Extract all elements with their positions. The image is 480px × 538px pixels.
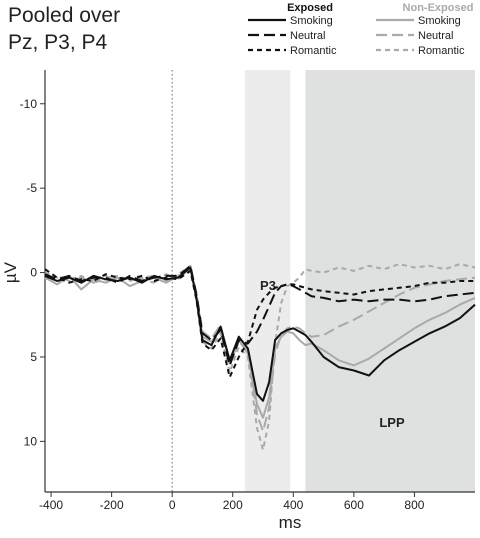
legend-item-label: Smoking (418, 15, 461, 27)
window-p3-region (244, 70, 291, 492)
y-tick-label: -5 (26, 181, 37, 195)
legend-item-label: Neutral (290, 30, 325, 42)
legend-item-label: Romantic (290, 45, 337, 57)
legend-item-label: Romantic (418, 45, 465, 57)
legend-item-label: Neutral (418, 30, 453, 42)
x-tick-label: 0 (169, 498, 176, 512)
y-tick-label: 0 (30, 266, 37, 280)
y-tick-label: 10 (24, 434, 38, 448)
series-line-exposed-romantic (44, 268, 475, 379)
legend-group-title: Non-Exposed (403, 2, 474, 14)
y-tick-label: -10 (20, 97, 38, 111)
legend-item-label: Smoking (290, 15, 333, 27)
legend-group-title: Exposed (287, 2, 333, 14)
x-tick-label: 800 (404, 498, 424, 512)
x-tick-label: -400 (39, 498, 63, 512)
y-tick-label: 5 (30, 350, 37, 364)
series-line-exposed-neutral (44, 264, 476, 367)
x-tick-label: 600 (344, 498, 364, 512)
x-tick-label: 400 (283, 498, 303, 512)
window-label-lpp: LPP (379, 415, 405, 430)
title-line-2: Pz, P3, P4 (8, 31, 108, 54)
x-tick-label: -200 (100, 498, 124, 512)
x-tick-label: 200 (223, 498, 243, 512)
series-line-non-exposed-smoking (44, 268, 476, 419)
window-label-p3: P3 (260, 278, 276, 293)
y-axis-label: µV (1, 261, 20, 283)
title-line-1: Pooled over (8, 4, 121, 27)
figure-title: Pooled over Pz, P3, P4 (8, 2, 120, 56)
x-axis-label: ms (279, 513, 302, 532)
